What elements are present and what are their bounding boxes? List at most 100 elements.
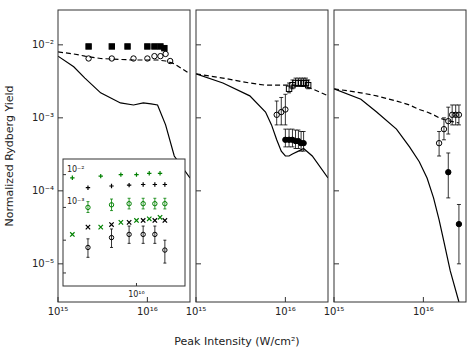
marker-plus	[109, 184, 113, 188]
error-bar	[142, 198, 145, 209]
plot-background	[334, 10, 466, 302]
marker-cross	[70, 232, 74, 236]
marker-cross	[141, 218, 145, 222]
x-tick	[423, 297, 424, 302]
line-dashed	[334, 89, 459, 123]
error-bar	[446, 107, 450, 134]
x-tick	[285, 297, 286, 302]
marker-open-circle	[456, 112, 461, 117]
x-tick-label: 10¹⁵	[324, 306, 345, 317]
x-tick-label: 10¹⁵	[48, 306, 69, 317]
marker-plus	[86, 185, 90, 189]
y-tick	[58, 117, 63, 118]
plot-marks	[196, 74, 328, 178]
plot-marks	[70, 171, 167, 263]
marker-square	[125, 44, 130, 49]
x-tick-label: 10¹⁵	[186, 306, 207, 317]
plot-background	[196, 10, 328, 302]
error-bar	[163, 198, 166, 209]
panel: 10¹⁶ 10⁻² 10⁻³	[63, 159, 185, 299]
marker-open-circle	[141, 201, 145, 205]
error-bar	[446, 153, 450, 198]
marker-cross	[86, 225, 90, 229]
y-tick	[334, 117, 339, 118]
marker-open-circle	[153, 232, 157, 236]
line-solid	[196, 74, 328, 178]
y-tick	[196, 190, 201, 191]
panel: 10¹⁵10¹⁶	[324, 10, 466, 317]
marker-plus	[158, 171, 162, 175]
error-bar	[128, 226, 131, 243]
y-tick	[196, 263, 201, 264]
marker-open-square	[305, 82, 310, 87]
annotation: 10⁻²	[67, 165, 85, 174]
marker-square	[162, 45, 167, 50]
y-tick	[58, 190, 63, 191]
marker-open-circle	[86, 205, 90, 209]
marker-plus	[119, 172, 123, 176]
marker-square	[145, 44, 150, 49]
error-bar	[306, 80, 310, 89]
marker-plus	[134, 172, 138, 176]
marker-open-circle	[127, 201, 131, 205]
y-tick	[58, 44, 63, 45]
line-dashed	[196, 74, 328, 96]
plot-frame	[58, 10, 190, 302]
marker-open-circle	[441, 126, 446, 131]
y-tick-label: 10⁻⁴	[32, 185, 54, 196]
error-bar	[142, 226, 145, 243]
plot-marks	[334, 89, 462, 302]
chart: 10¹⁵10¹⁶10⁻⁵10⁻⁴10⁻³10⁻²Normalized Rydbe…	[0, 0, 474, 355]
x-tick-label: 10¹⁶	[275, 306, 296, 317]
y-tick	[196, 117, 201, 118]
error-bar	[110, 199, 113, 211]
annotation: 10⁻³	[67, 197, 85, 206]
marker-plus	[99, 174, 103, 178]
marker-plus	[70, 176, 74, 180]
marker-circle	[456, 221, 461, 226]
line-dashed	[58, 52, 190, 74]
marker-open-circle	[283, 107, 288, 112]
marker-plus	[127, 183, 131, 187]
marker-cross	[127, 220, 131, 224]
marker-circle	[301, 140, 306, 145]
marker-cross	[163, 218, 167, 222]
y-tick	[196, 44, 201, 45]
error-bar	[457, 105, 461, 125]
error-bar	[454, 105, 458, 125]
marker-cross	[134, 218, 138, 222]
error-bar	[86, 239, 89, 257]
marker-square	[152, 44, 157, 49]
marker-open-circle	[167, 58, 172, 63]
error-bar	[153, 198, 156, 209]
marker-open-circle	[109, 203, 113, 207]
panel: 10¹⁵10¹⁶10⁻⁵10⁻⁴10⁻³10⁻²	[32, 10, 190, 317]
plot-frame	[63, 159, 185, 286]
plot-frame	[334, 10, 466, 302]
marker-cross	[119, 220, 123, 224]
marker-open-circle	[145, 56, 150, 61]
marker-open-circle	[158, 53, 163, 58]
x-tick-label: 10¹⁶	[128, 290, 145, 299]
marker-plus	[163, 182, 167, 186]
marker-open-circle	[109, 56, 114, 61]
error-bar	[290, 129, 294, 147]
marker-open-circle	[131, 56, 136, 61]
panel: 10¹⁵ 10¹⁶	[186, 10, 328, 317]
marker-cross	[99, 225, 103, 229]
y-tick	[334, 44, 339, 45]
line-solid	[334, 89, 459, 302]
marker-open-circle	[163, 51, 168, 56]
marker-open-circle	[446, 118, 451, 123]
marker-open-circle	[127, 232, 131, 236]
marker-cross	[158, 215, 162, 219]
plot-frame	[196, 10, 328, 302]
error-bar	[163, 240, 166, 263]
y-tick	[334, 190, 339, 191]
error-bar	[457, 204, 461, 263]
marker-open-circle	[86, 56, 91, 61]
error-bar	[86, 202, 89, 213]
y-axis-label: Normalized Rydberg Yield	[3, 85, 16, 226]
error-bar	[153, 226, 156, 243]
marker-cross	[109, 222, 113, 226]
